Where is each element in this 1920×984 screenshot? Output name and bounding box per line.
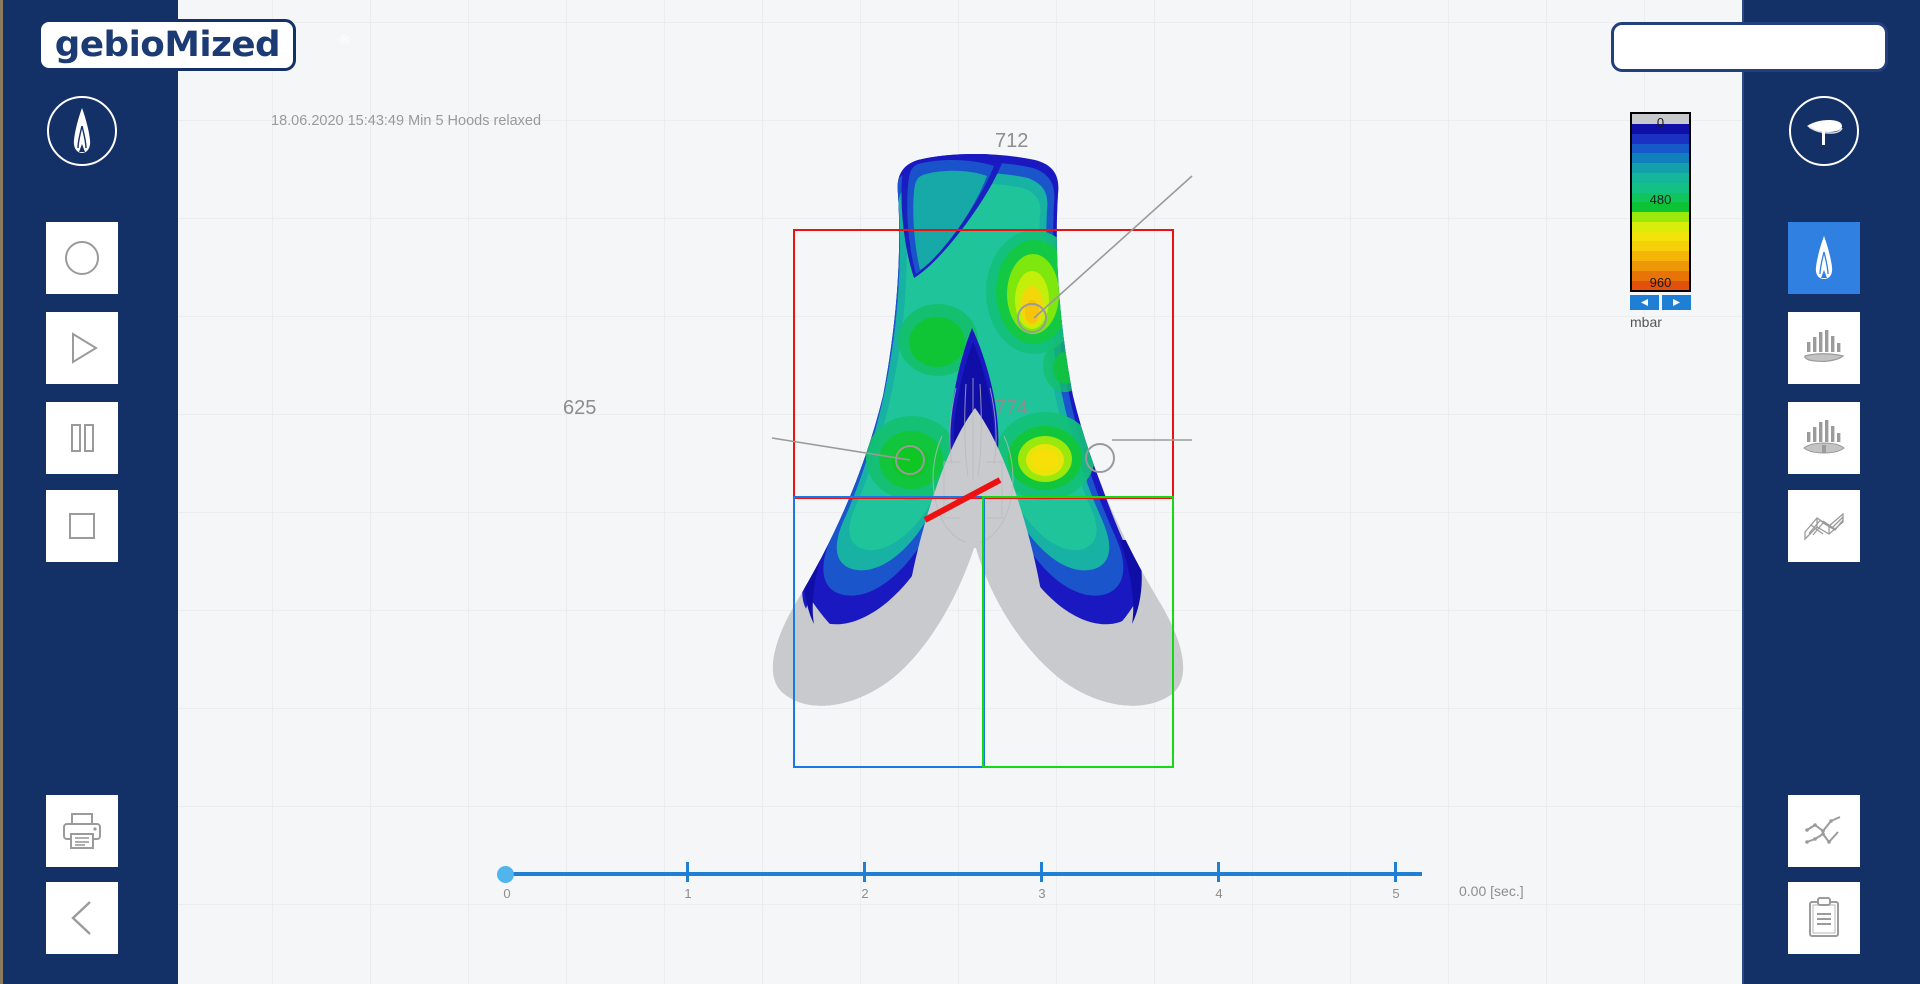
peak-label-right-front: 774 (995, 397, 1029, 419)
sidebar-item-report[interactable] (1788, 882, 1860, 954)
saddle-pressure-icon (1815, 236, 1833, 279)
colorbar-band (1632, 221, 1689, 232)
measurement-info-label: 18.06.2020 15:43:49 Min 5 Hoods relaxed (271, 113, 542, 129)
sidebar-item-saddle-pressure[interactable] (1788, 222, 1860, 294)
colorbar-band (1632, 192, 1689, 203)
sidebar-item-handlebar[interactable] (1788, 95, 1860, 167)
brand-logo-box: gebioMized (38, 19, 296, 71)
timeline-label-0: 0 (503, 886, 511, 901)
playback-timeline[interactable]: 0 1 2 3 4 5 0.00 [sec.] (497, 862, 1524, 916)
play-button[interactable] (46, 312, 118, 384)
peak-marker-left-front (895, 445, 925, 475)
left-toolbar: gebioMized ® (0, 0, 351, 984)
timeline-tick-2 (863, 862, 866, 882)
right-toolbar (1611, 0, 1920, 984)
brand-logo-text: gebioMized (54, 24, 280, 65)
colorbar-mid-label: 480 (1649, 192, 1672, 207)
timeline-tick-3 (1040, 862, 1043, 882)
saddle-logo-icon (47, 96, 117, 166)
play-triangle-icon (72, 332, 98, 364)
pause-bars-icon (71, 424, 94, 452)
timeline-tick-5 (1394, 862, 1397, 882)
colorbar-band (1632, 260, 1689, 271)
colorbar-prev-button[interactable] (1630, 295, 1659, 310)
saddle-pressure-map[interactable] (600, 100, 1320, 840)
timeline-track[interactable] (502, 872, 1422, 876)
colorbar-band (1632, 172, 1689, 183)
saddle-bar-chart-icon (1804, 330, 1845, 362)
center-of-pressure-line (923, 477, 1002, 523)
sidebar-item-handlebar-bar-chart[interactable] (1788, 402, 1860, 474)
handlebar-icon (1789, 96, 1859, 166)
timeline-time-readout: 0.00 [sec.] (1459, 883, 1524, 899)
colorbar-unit-label: mbar (1630, 314, 1662, 330)
timeline-tick-4 (1217, 862, 1220, 882)
colorbar-band (1632, 211, 1689, 222)
right-front-roi-rect[interactable] (982, 496, 1174, 768)
colorbar-band (1632, 250, 1689, 261)
timeline-label-3: 3 (1038, 886, 1046, 901)
record-circle-icon (65, 241, 99, 275)
brand-logo: gebioMized ® (38, 19, 351, 71)
peak-leader-lines (771, 175, 1193, 461)
colorbar-band (1632, 182, 1689, 193)
print-button[interactable] (46, 795, 118, 867)
timeline-label-2: 2 (861, 886, 869, 901)
colorbar-nav (1630, 295, 1691, 310)
sidebar-item-line-chart[interactable] (1788, 795, 1860, 867)
pressure-field (772, 154, 1184, 706)
back-button[interactable] (46, 882, 118, 954)
search-input[interactable] (1611, 22, 1888, 72)
sidebar-item-saddle-bar-chart[interactable] (1788, 312, 1860, 384)
colorbar-max-label: 960 (1649, 275, 1672, 290)
timeline-label-5: 5 (1392, 886, 1400, 901)
peak-marker-right-front (1085, 443, 1115, 473)
triangle-right-icon (1673, 299, 1680, 306)
peak-markers[interactable] (895, 303, 1115, 475)
colorbar-next-button[interactable] (1662, 295, 1691, 310)
sidebar-item-saddle-logo[interactable] (46, 95, 118, 167)
timeline-label-1: 1 (684, 886, 692, 901)
peak-marker-rear (1017, 303, 1047, 333)
colorbar-band (1632, 143, 1689, 154)
colorbar-gradient[interactable]: 0 480 960 (1630, 112, 1691, 292)
triangle-left-icon (1641, 299, 1648, 306)
line-chart-icon (1805, 816, 1841, 844)
registered-trademark-icon: ® (338, 33, 351, 48)
colorbar-band (1632, 123, 1689, 134)
colorbar-band (1632, 153, 1689, 164)
pressure-colorbar: 0 480 960 mbar (1630, 112, 1691, 330)
colorbar-band (1632, 114, 1689, 125)
colorbar-band (1632, 202, 1689, 213)
colorbar-band (1632, 162, 1689, 173)
chevron-left-icon (71, 901, 91, 935)
report-clipboard-icon (1809, 897, 1839, 937)
handlebar-bar-chart-icon (1803, 420, 1845, 454)
pause-button[interactable] (46, 402, 118, 474)
peak-label-left-front: 625 (563, 397, 597, 419)
record-button[interactable] (46, 222, 118, 294)
stop-square-icon (69, 513, 95, 539)
sidebar-item-surface-mesh[interactable] (1788, 490, 1860, 562)
timeline-handle[interactable] (497, 866, 514, 883)
colorbar-band (1632, 280, 1689, 290)
colorbar-band (1632, 270, 1689, 281)
surface-mesh-icon (1804, 512, 1844, 541)
timeline-label-4: 4 (1215, 886, 1223, 901)
printer-icon (63, 813, 101, 849)
colorbar-band (1632, 133, 1689, 144)
colorbar-band (1632, 231, 1689, 242)
stop-button[interactable] (46, 490, 118, 562)
peak-label-rear: 712 (995, 130, 1029, 152)
timeline-tick-1 (686, 862, 689, 882)
colorbar-min-label: 0 (1656, 115, 1665, 130)
colorbar-band (1632, 241, 1689, 252)
